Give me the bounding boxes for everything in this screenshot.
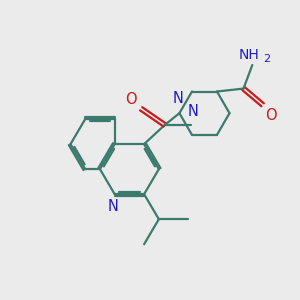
Text: N: N bbox=[108, 199, 118, 214]
Text: N: N bbox=[187, 104, 198, 119]
Text: O: O bbox=[266, 108, 277, 123]
Text: N: N bbox=[172, 91, 183, 106]
Text: NH: NH bbox=[239, 48, 260, 62]
Text: 2: 2 bbox=[263, 54, 271, 64]
Text: O: O bbox=[125, 92, 137, 107]
